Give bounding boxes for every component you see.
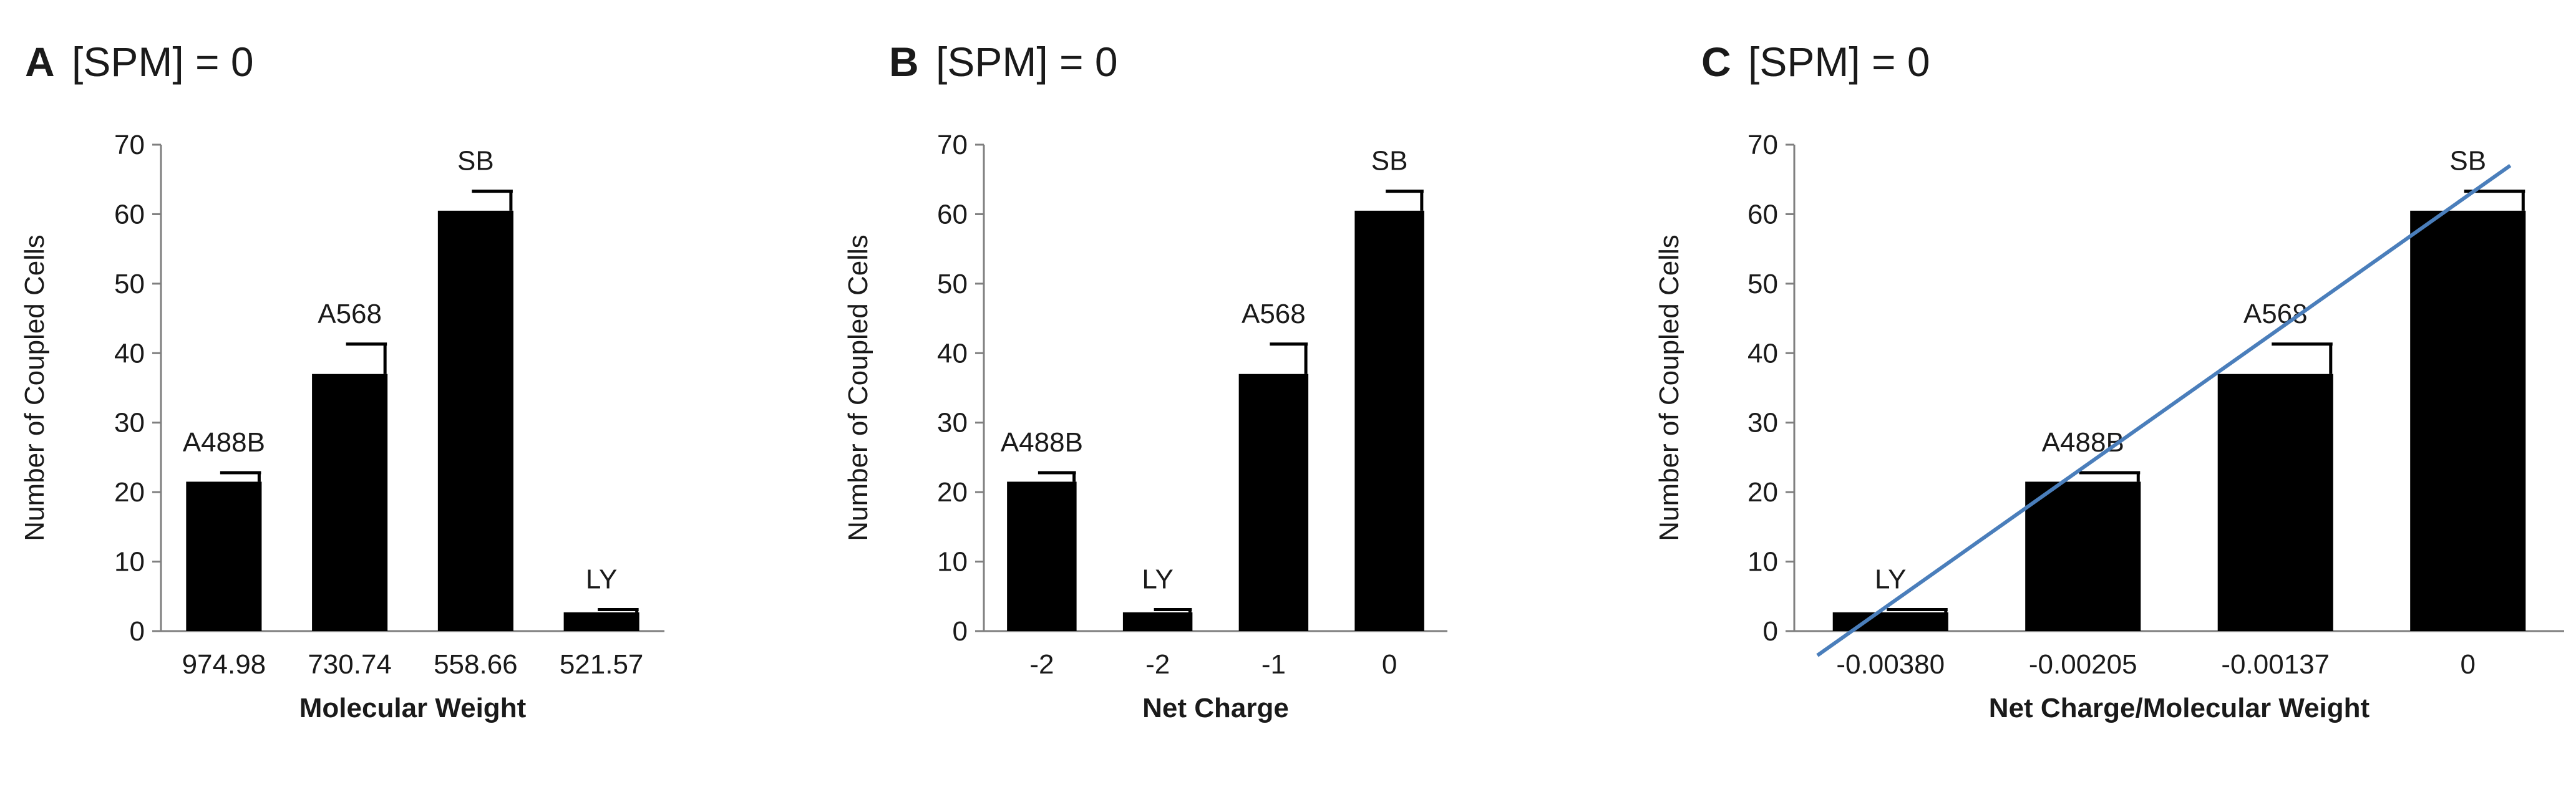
bar-label: SB	[457, 146, 494, 176]
x-tick-label: -0.00380	[1836, 649, 1945, 680]
y-tick-label: 40	[114, 338, 145, 369]
y-tick-label: 0	[953, 616, 968, 647]
y-tick-label: 20	[1747, 477, 1778, 508]
bar	[1238, 374, 1309, 631]
y-tick-label: 40	[1747, 338, 1778, 369]
x-axis-title: Molecular Weight	[299, 693, 527, 723]
y-tick-label: 0	[130, 616, 145, 647]
y-tick-label: 0	[1763, 616, 1778, 647]
y-tick-label: 50	[1747, 269, 1778, 299]
bar	[2025, 481, 2141, 631]
bar	[2410, 210, 2526, 631]
panel-b: B [SPM] = 0 0 10 20 30 40 50 60 70 Number of Coupl…	[843, 39, 1447, 723]
bar-label: SB	[1371, 146, 1408, 176]
panel-title: [SPM] = 0	[1748, 39, 1930, 85]
y-tick-label: 70	[1747, 130, 1778, 160]
y-tick-label: 20	[937, 477, 968, 508]
bar-label: A568	[2243, 299, 2308, 329]
bar-label: LY	[1875, 564, 1907, 594]
bar	[437, 210, 513, 631]
bar-label: LY	[586, 564, 618, 594]
y-tick-label: 60	[1747, 199, 1778, 229]
panel-letter: A	[25, 39, 55, 85]
y-tick-label: 30	[937, 408, 968, 438]
y-tick-label: 20	[114, 477, 145, 508]
x-axis-title: Net Charge/Molecular Weight	[1989, 693, 2370, 723]
y-tick-label: 70	[114, 130, 145, 160]
panel-c: C [SPM] = 0 0 10 20 30 40 50 60 70 Number of Coupl…	[1654, 39, 2564, 723]
x-tick-label: 730.74	[308, 649, 392, 680]
x-tick-label: -0.00137	[2221, 649, 2330, 680]
bar	[186, 481, 262, 631]
bar-label: A488B	[1001, 427, 1083, 458]
y-tick-label: 50	[114, 269, 145, 299]
x-tick-label: 974.98	[182, 649, 266, 680]
y-tick-label: 70	[937, 130, 968, 160]
y-tick-label: 10	[937, 547, 968, 577]
bar-label: SB	[2449, 146, 2486, 176]
y-axis-title: Number of Coupled Cells	[843, 234, 873, 541]
y-tick-label: 10	[1747, 547, 1778, 577]
bar-label: A568	[318, 299, 382, 329]
x-tick-label: -1	[1261, 649, 1286, 680]
bar	[1007, 481, 1077, 631]
x-tick-label: -0.00205	[2029, 649, 2137, 680]
bar-label: A488B	[2042, 427, 2124, 458]
y-tick-label: 10	[114, 547, 145, 577]
bar-label: LY	[1142, 564, 1174, 594]
x-tick-label: -2	[1029, 649, 1054, 680]
panel-letter: C	[1701, 39, 1731, 85]
y-tick-label: 30	[1747, 408, 1778, 438]
x-axis-title: Net Charge	[1142, 693, 1289, 723]
bar	[1832, 612, 1948, 631]
y-tick-label: 60	[114, 199, 145, 229]
bar	[1354, 210, 1424, 631]
panel-letter: B	[889, 39, 919, 85]
y-axis-title: Number of Coupled Cells	[1654, 234, 1684, 541]
x-tick-label: 0	[2461, 649, 2476, 680]
bar	[2217, 374, 2333, 631]
bar-label: A488B	[183, 427, 265, 458]
bar	[563, 612, 639, 631]
x-tick-label: 0	[1382, 649, 1397, 680]
y-axis-title: Number of Coupled Cells	[19, 234, 50, 541]
y-tick-label: 40	[937, 338, 968, 369]
panel-title: [SPM] = 0	[72, 39, 254, 85]
y-tick-label: 30	[114, 408, 145, 438]
x-tick-label: 558.66	[434, 649, 518, 680]
bar	[312, 374, 388, 631]
bar-label: A568	[1242, 299, 1306, 329]
trendline	[1816, 163, 2512, 657]
y-tick-label: 50	[937, 269, 968, 299]
y-tick-label: 60	[937, 199, 968, 229]
bar	[1122, 612, 1193, 631]
panel-title: [SPM] = 0	[936, 39, 1118, 85]
x-tick-label: -2	[1145, 649, 1170, 680]
panel-a: A [SPM] = 0 0 10 20 30 40 50 60 70 Number of Coupl…	[19, 39, 664, 723]
x-tick-label: 521.57	[560, 649, 644, 680]
